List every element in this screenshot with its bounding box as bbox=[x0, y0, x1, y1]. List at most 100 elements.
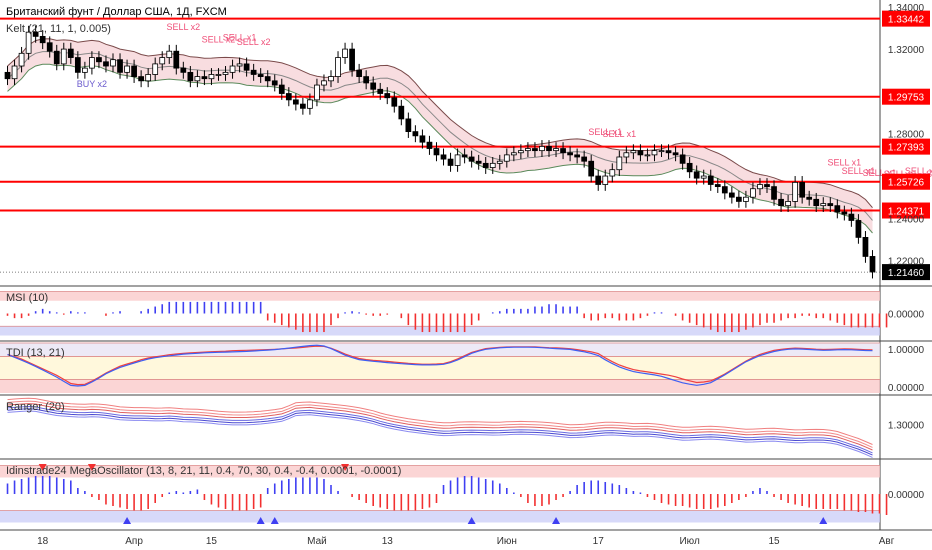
candle-body bbox=[412, 131, 419, 137]
time-tick-label: 17 bbox=[593, 536, 605, 547]
candle-body bbox=[236, 63, 243, 67]
candle-body bbox=[321, 80, 327, 86]
indicator-label-kelt: Kelt (21, 11, 1, 0.005) bbox=[6, 23, 111, 35]
candle-body bbox=[602, 175, 609, 185]
signal-label: SELL x1 bbox=[588, 127, 622, 137]
candle-body bbox=[532, 148, 538, 152]
candle-body bbox=[827, 203, 834, 207]
candle-body bbox=[841, 211, 848, 215]
candle-body bbox=[278, 84, 285, 94]
mega-upper-zone bbox=[0, 465, 880, 478]
candle-body bbox=[131, 65, 137, 77]
candle-body bbox=[363, 76, 370, 84]
candle-body bbox=[637, 150, 644, 156]
tdi-label: TDI (13, 21) bbox=[6, 347, 65, 359]
candle-body bbox=[377, 88, 384, 94]
candle-body bbox=[496, 160, 503, 164]
level-price-tag bbox=[882, 88, 930, 105]
candle-body bbox=[46, 42, 53, 52]
candle-body bbox=[124, 65, 130, 73]
candle-body bbox=[454, 154, 461, 166]
candle-body bbox=[173, 50, 180, 69]
candle-body bbox=[714, 184, 721, 188]
ranger-band-2 bbox=[7, 403, 873, 451]
candle-body bbox=[771, 186, 777, 200]
candle-body bbox=[159, 57, 166, 65]
mega-lower-zone bbox=[0, 510, 880, 523]
candle-body bbox=[482, 162, 489, 168]
oscillator-tick-label: 1.30000 bbox=[888, 420, 925, 431]
candle-body bbox=[82, 67, 88, 73]
signal-label: SELL x1 bbox=[602, 129, 636, 139]
candle-body bbox=[764, 184, 770, 188]
level-price-label: 1.29753 bbox=[888, 93, 925, 104]
level-price-tag bbox=[882, 138, 930, 155]
candle-body bbox=[743, 196, 749, 202]
candle-body bbox=[834, 205, 841, 213]
oscillator-tick-label: 0.00000 bbox=[888, 490, 925, 501]
candle-body bbox=[658, 150, 665, 153]
candle-body bbox=[489, 162, 496, 168]
candle-body bbox=[4, 71, 11, 80]
level-price-tag bbox=[882, 173, 930, 190]
buy-triangle bbox=[552, 517, 561, 524]
candle-body bbox=[757, 184, 763, 190]
keltner-band-fill bbox=[7, 38, 873, 233]
time-tick-label: 15 bbox=[768, 536, 780, 547]
ranger-label: Ranger (20) bbox=[6, 401, 65, 413]
last-price-tag bbox=[882, 264, 930, 281]
ranger-band-3 bbox=[7, 405, 873, 454]
buy-triangle bbox=[467, 517, 476, 524]
candle-body bbox=[103, 61, 109, 67]
candle-body bbox=[651, 150, 658, 156]
candle-body bbox=[138, 76, 144, 82]
candle-body bbox=[869, 256, 876, 273]
keltner-lower-line bbox=[7, 63, 873, 234]
ranger-band-4 bbox=[7, 408, 873, 456]
tdi-upper-zone bbox=[0, 343, 880, 357]
candle-body bbox=[271, 80, 278, 86]
candle-body bbox=[510, 152, 517, 156]
oscillator-tick-label: 0.00000 bbox=[888, 383, 925, 394]
candle-body bbox=[152, 63, 159, 75]
signal-label: SELL x1 bbox=[863, 168, 897, 178]
candle-body bbox=[778, 198, 784, 207]
signal-label: SELL x2 bbox=[202, 35, 236, 45]
oscillator-tick-label: 1.00000 bbox=[888, 345, 925, 356]
candle-body bbox=[567, 152, 573, 156]
oscillator-tick-label: 0.00000 bbox=[888, 310, 925, 321]
candle-body bbox=[581, 156, 588, 162]
candle-body bbox=[89, 57, 95, 69]
candle-body bbox=[300, 103, 306, 109]
candle-body bbox=[370, 82, 377, 90]
candle-body bbox=[623, 152, 630, 158]
candle-body bbox=[110, 59, 116, 67]
signal-label: SELL x1 bbox=[842, 166, 876, 176]
candle-body bbox=[546, 146, 552, 152]
candle-body bbox=[314, 84, 320, 101]
time-tick-label: Авг bbox=[879, 536, 895, 547]
price-tick-label: 1.24000 bbox=[888, 214, 925, 225]
price-tick-label: 1.34000 bbox=[888, 3, 925, 14]
candle-body bbox=[855, 220, 862, 238]
candle-body bbox=[728, 192, 735, 198]
candle-body bbox=[222, 71, 229, 75]
level-price-tag bbox=[882, 10, 930, 27]
candle-body bbox=[96, 57, 102, 63]
candle-body bbox=[74, 57, 81, 73]
candle-body bbox=[229, 65, 236, 73]
candle-body bbox=[609, 169, 616, 177]
mega-oscillator-label: Idinstrade24 MegaOscillator (13, 8, 21, … bbox=[6, 465, 401, 477]
price-tick-label: 1.32000 bbox=[888, 45, 925, 56]
candle-body bbox=[398, 105, 405, 120]
candle-body bbox=[799, 181, 806, 198]
candle-body bbox=[440, 154, 447, 160]
candle-body bbox=[292, 99, 299, 105]
time-tick-label: 15 bbox=[206, 536, 218, 547]
msi-label: MSI (10) bbox=[6, 292, 48, 304]
candle-body bbox=[187, 71, 194, 82]
price-tick-label: 1.28000 bbox=[888, 130, 925, 141]
candle-body bbox=[848, 213, 855, 221]
signal-label: SELL x2 bbox=[166, 22, 200, 32]
